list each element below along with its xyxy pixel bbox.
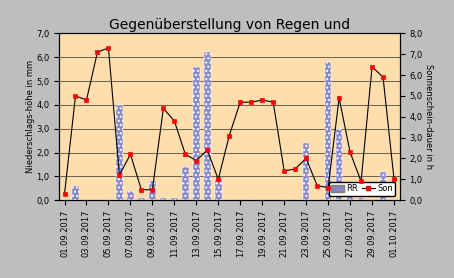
- Bar: [160, 198, 167, 200]
- Bar: [215, 179, 222, 200]
- Bar: [116, 105, 123, 200]
- Bar: [182, 167, 188, 200]
- Bar: [303, 143, 310, 200]
- Bar: [171, 198, 178, 200]
- Bar: [149, 181, 156, 200]
- Bar: [358, 198, 365, 200]
- Bar: [204, 53, 211, 200]
- Bar: [127, 191, 134, 200]
- Legend: RR, Son: RR, Son: [329, 182, 395, 196]
- Bar: [138, 198, 145, 200]
- Bar: [380, 172, 386, 200]
- Bar: [347, 195, 353, 200]
- Y-axis label: Niederschlags-höhe in mm: Niederschlags-höhe in mm: [26, 60, 35, 173]
- Bar: [336, 129, 342, 200]
- Bar: [193, 67, 200, 200]
- Bar: [72, 186, 79, 200]
- Bar: [325, 62, 331, 200]
- Y-axis label: Sonnenschein-dauer in h: Sonnenschein-dauer in h: [424, 64, 433, 169]
- Title: Gegenüberstellung von Regen und: Gegenüberstellung von Regen und: [109, 18, 350, 32]
